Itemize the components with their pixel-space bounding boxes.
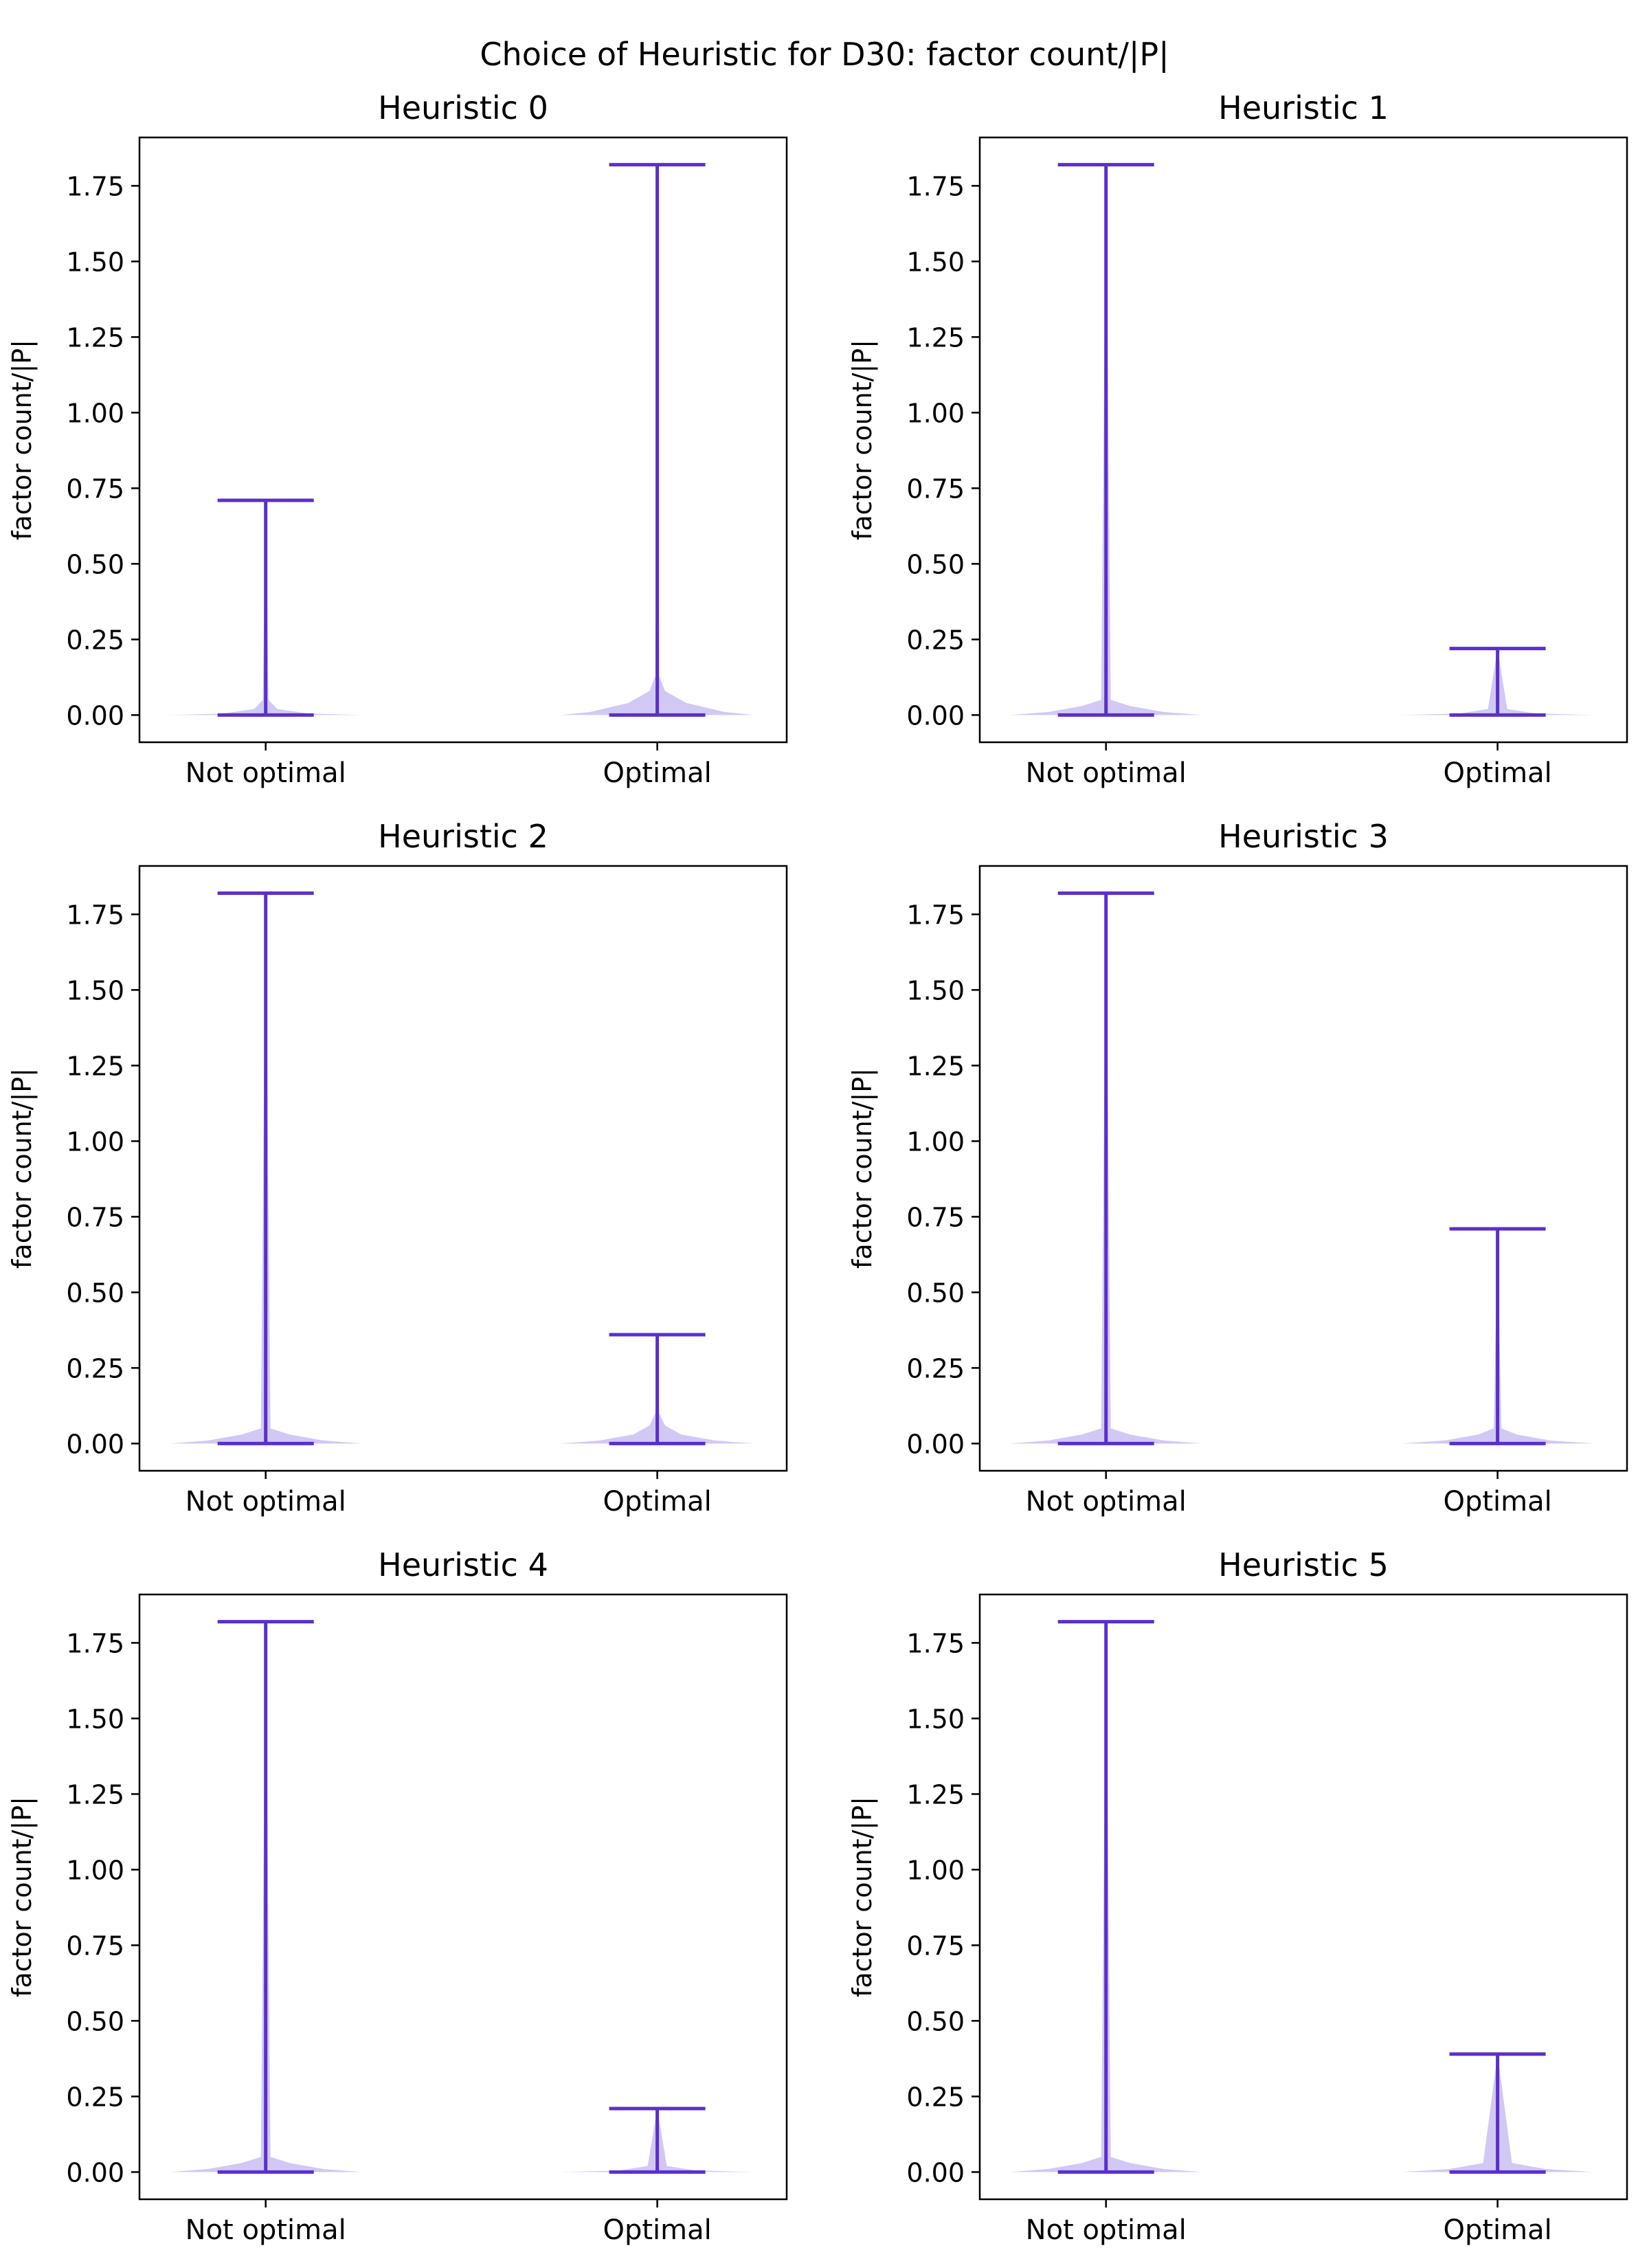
y-tick-label: 0.00 <box>66 1429 124 1459</box>
y-tick-label: 0.50 <box>66 549 124 579</box>
subplot-5: Heuristic 5 0.00 0.25 0.50 0.75 1.00 1.25 1.50 1… <box>847 1546 1628 2246</box>
y-tick-label: 1.75 <box>66 1628 124 1658</box>
x-tick-label: Not optimal <box>186 757 346 789</box>
y-tick-label: 1.75 <box>906 1628 965 1658</box>
y-tick-label: 1.75 <box>906 900 965 930</box>
x-tick-label: Not optimal <box>1026 2214 1187 2246</box>
x-tick-label: Optimal <box>603 1486 711 1517</box>
subplot-2: Heuristic 2 0.00 0.25 0.50 0.75 1.00 1.25 1.50 1… <box>7 818 788 1517</box>
y-tick-label: 0.25 <box>906 1353 965 1383</box>
subplot-4: Heuristic 4 0.00 0.25 0.50 0.75 1.00 1.25 1.50 1… <box>7 1546 788 2246</box>
y-tick-label: 0.50 <box>906 1278 965 1308</box>
y-tick-label: 0.25 <box>906 625 965 655</box>
y-tick-label: 0.50 <box>66 1278 124 1308</box>
axes-frame <box>978 136 1628 744</box>
axes-frame <box>978 1593 1628 2201</box>
y-tick-label: 1.00 <box>906 1126 965 1157</box>
y-tick-label: 1.25 <box>906 322 965 353</box>
x-tick-label: Not optimal <box>186 1486 346 1517</box>
x-tick-label: Not optimal <box>186 2214 346 2246</box>
subplot-title: Heuristic 3 <box>1218 818 1389 855</box>
y-tick-label: 0.50 <box>66 2006 124 2036</box>
y-tick-label: 0.00 <box>906 1429 965 1459</box>
x-tick-label: Optimal <box>603 2214 711 2246</box>
subplot-title: Heuristic 0 <box>378 89 548 126</box>
y-tick-label: 0.50 <box>906 549 965 579</box>
axes-frame <box>978 865 1628 1472</box>
y-tick-label: 1.50 <box>906 975 965 1005</box>
y-tick-label: 0.50 <box>906 2006 965 2036</box>
y-axis-label: factor count/|P| <box>7 1797 38 1997</box>
subplot-title: Heuristic 4 <box>378 1546 548 1583</box>
y-axis-label: factor count/|P| <box>7 1068 38 1269</box>
y-tick-label: 1.25 <box>66 1051 124 1081</box>
y-tick-label: 1.50 <box>66 975 124 1005</box>
x-tick-label: Optimal <box>1443 1486 1551 1517</box>
y-tick-label: 1.25 <box>906 1051 965 1081</box>
x-tick-label: Optimal <box>1443 757 1551 789</box>
y-tick-label: 0.75 <box>906 1931 965 1961</box>
y-tick-label: 1.50 <box>906 1704 965 1734</box>
y-tick-label: 1.00 <box>66 398 124 428</box>
y-tick-label: 1.00 <box>66 1855 124 1885</box>
x-tick-label: Optimal <box>1443 2214 1551 2246</box>
y-tick-label: 0.00 <box>66 700 124 731</box>
subplot-title: Heuristic 5 <box>1218 1546 1389 1583</box>
subplot-0: Heuristic 0 0.00 0.25 0.50 0.75 1.00 1.25 1.50 1… <box>7 89 788 789</box>
y-tick-label: 1.75 <box>66 171 124 201</box>
y-tick-label: 1.00 <box>906 1855 965 1885</box>
y-tick-label: 1.75 <box>906 171 965 201</box>
axes-frame <box>138 865 788 1472</box>
axes-frame <box>138 1593 788 2201</box>
axes-frame <box>138 136 788 744</box>
subplot-title: Heuristic 2 <box>378 818 548 855</box>
y-tick-label: 1.25 <box>906 1779 965 1810</box>
y-tick-label: 0.00 <box>66 2157 124 2188</box>
y-axis-label: factor count/|P| <box>847 1797 878 1997</box>
y-tick-label: 1.75 <box>66 900 124 930</box>
y-tick-label: 0.00 <box>906 2157 965 2188</box>
y-tick-label: 0.75 <box>906 474 965 504</box>
y-tick-label: 0.75 <box>66 1202 124 1232</box>
y-tick-label: 0.75 <box>66 474 124 504</box>
y-tick-label: 1.25 <box>66 322 124 353</box>
x-tick-label: Optimal <box>603 757 711 789</box>
y-tick-label: 1.50 <box>66 1704 124 1734</box>
y-tick-label: 0.75 <box>66 1931 124 1961</box>
y-tick-label: 1.00 <box>906 398 965 428</box>
y-tick-label: 0.25 <box>66 625 124 655</box>
subplot-1: Heuristic 1 0.00 0.25 0.50 0.75 1.00 1.25 1.50 1… <box>847 89 1628 789</box>
subplot-title: Heuristic 1 <box>1218 89 1389 126</box>
subplot-3: Heuristic 3 0.00 0.25 0.50 0.75 1.00 1.25 1.50 1… <box>847 818 1628 1517</box>
y-axis-label: factor count/|P| <box>7 340 38 540</box>
y-tick-label: 1.00 <box>66 1126 124 1157</box>
y-tick-label: 0.25 <box>906 2082 965 2112</box>
x-tick-label: Not optimal <box>1026 1486 1187 1517</box>
y-tick-label: 0.25 <box>66 2082 124 2112</box>
figure-title: Choice of Heuristic for D30: factor coun… <box>480 36 1169 73</box>
y-tick-label: 1.25 <box>66 1779 124 1810</box>
y-axis-label: factor count/|P| <box>847 340 878 540</box>
y-tick-label: 1.50 <box>906 247 965 277</box>
y-tick-label: 0.00 <box>906 700 965 731</box>
y-tick-label: 1.50 <box>66 247 124 277</box>
y-tick-label: 0.75 <box>906 1202 965 1232</box>
x-tick-label: Not optimal <box>1026 757 1187 789</box>
y-tick-label: 0.25 <box>66 1353 124 1383</box>
y-axis-label: factor count/|P| <box>847 1068 878 1269</box>
